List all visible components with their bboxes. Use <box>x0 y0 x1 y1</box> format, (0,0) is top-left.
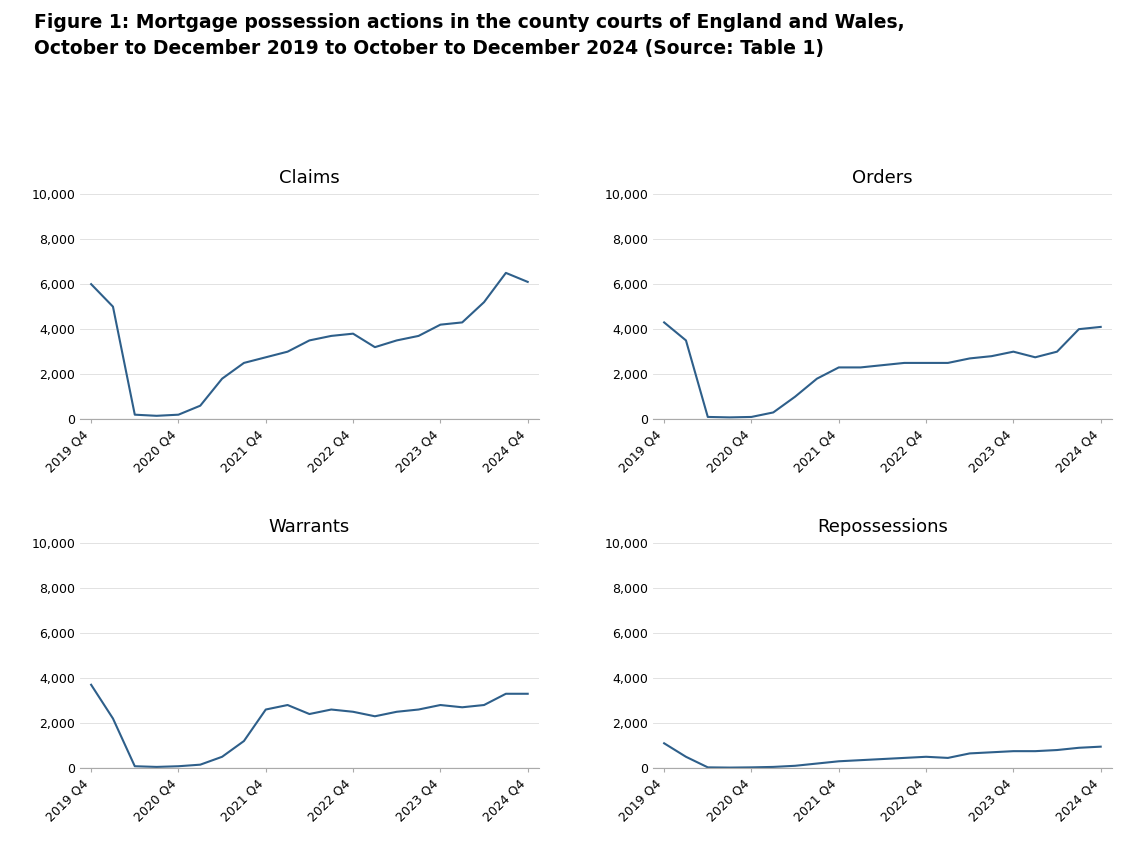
Title: Claims: Claims <box>278 169 340 187</box>
Text: Figure 1: Mortgage possession actions in the county courts of England and Wales,: Figure 1: Mortgage possession actions in… <box>34 13 905 58</box>
Title: Warrants: Warrants <box>269 518 350 536</box>
Title: Orders: Orders <box>853 169 912 187</box>
Title: Repossessions: Repossessions <box>817 518 948 536</box>
